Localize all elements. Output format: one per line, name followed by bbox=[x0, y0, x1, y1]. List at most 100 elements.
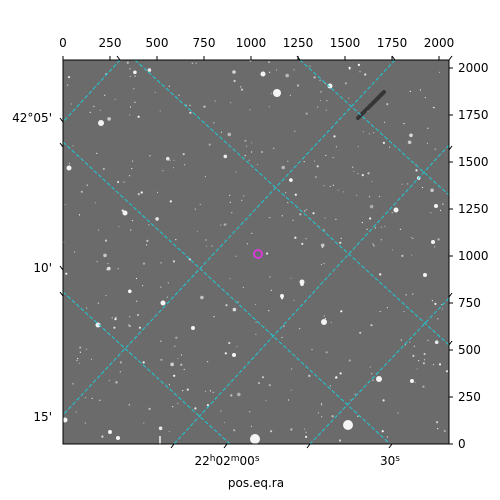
star bbox=[65, 272, 68, 275]
star bbox=[101, 435, 104, 438]
star bbox=[169, 159, 171, 161]
top-tick-label: 2000 bbox=[424, 36, 455, 50]
star bbox=[180, 354, 182, 356]
x-axis-title: pos.eq.ra bbox=[228, 476, 284, 490]
star bbox=[155, 217, 159, 221]
ra-label-main: 22h02m00s bbox=[194, 454, 259, 468]
star bbox=[129, 75, 131, 78]
star bbox=[296, 84, 300, 87]
star bbox=[419, 89, 421, 91]
bright-star bbox=[410, 379, 414, 383]
axis-ticks bbox=[59, 55, 453, 449]
star bbox=[320, 243, 325, 248]
star bbox=[359, 331, 362, 334]
star bbox=[352, 166, 354, 168]
star bbox=[434, 246, 436, 248]
star bbox=[344, 82, 347, 85]
bright-star bbox=[343, 420, 353, 430]
star bbox=[78, 214, 81, 216]
star bbox=[331, 415, 334, 418]
star bbox=[99, 399, 101, 401]
star bbox=[348, 359, 351, 362]
star bbox=[75, 411, 77, 413]
star bbox=[332, 184, 334, 186]
dec-axis: 42°05' 10' 15' bbox=[12, 111, 52, 424]
star bbox=[251, 151, 253, 153]
star bbox=[411, 254, 413, 256]
star bbox=[93, 105, 95, 108]
bright-star bbox=[393, 207, 399, 213]
coordinate-grid bbox=[63, 60, 449, 444]
star bbox=[373, 132, 375, 134]
star bbox=[294, 193, 297, 196]
star bbox=[372, 379, 374, 381]
star bbox=[437, 428, 439, 430]
star bbox=[305, 112, 308, 115]
star bbox=[285, 73, 290, 78]
star bbox=[313, 160, 316, 162]
star bbox=[86, 307, 88, 309]
star bbox=[437, 238, 440, 241]
star bbox=[118, 226, 120, 228]
star bbox=[401, 254, 404, 257]
top-tick-label: 750 bbox=[193, 36, 216, 50]
star bbox=[137, 193, 140, 196]
top-axis: 0 250 500 750 1000 1250 1500 1750 2000 bbox=[59, 36, 454, 50]
star bbox=[335, 218, 337, 220]
top-tick-label: 1000 bbox=[236, 36, 267, 50]
star bbox=[76, 359, 78, 362]
star bbox=[232, 70, 236, 74]
star bbox=[400, 339, 402, 341]
star bbox=[182, 153, 185, 156]
star bbox=[268, 384, 271, 387]
star bbox=[270, 289, 272, 291]
star bbox=[319, 79, 321, 81]
star bbox=[96, 152, 98, 154]
target-marker[interactable] bbox=[253, 249, 263, 259]
star bbox=[230, 394, 233, 397]
star bbox=[369, 204, 374, 209]
star bbox=[287, 202, 289, 204]
star bbox=[245, 145, 248, 147]
star bbox=[172, 362, 174, 364]
star bbox=[273, 147, 275, 149]
image-background bbox=[63, 60, 449, 444]
bright-star bbox=[434, 204, 438, 208]
star bbox=[191, 62, 193, 64]
star bbox=[401, 183, 403, 185]
bright-star bbox=[327, 83, 333, 89]
star bbox=[324, 217, 326, 219]
star bbox=[281, 215, 283, 217]
star-field bbox=[63, 60, 449, 444]
star bbox=[168, 430, 170, 433]
star bbox=[126, 61, 129, 64]
star bbox=[194, 407, 197, 410]
star bbox=[357, 415, 359, 417]
star bbox=[289, 178, 293, 182]
star bbox=[189, 104, 191, 106]
top-tick-label: 1750 bbox=[377, 36, 408, 50]
star bbox=[349, 68, 351, 70]
star bbox=[269, 217, 271, 219]
star bbox=[246, 243, 248, 245]
star bbox=[303, 161, 305, 163]
star bbox=[178, 94, 180, 96]
star bbox=[290, 428, 293, 431]
star bbox=[404, 344, 406, 346]
star bbox=[208, 143, 211, 146]
star bbox=[438, 363, 442, 366]
star bbox=[211, 245, 213, 247]
star bbox=[236, 345, 238, 348]
star bbox=[89, 111, 91, 113]
star bbox=[182, 390, 184, 392]
star bbox=[399, 228, 401, 230]
star bbox=[128, 404, 130, 406]
star bbox=[223, 421, 225, 424]
star bbox=[102, 167, 105, 170]
star bbox=[386, 103, 389, 106]
star bbox=[332, 157, 334, 159]
star bbox=[368, 133, 370, 135]
star bbox=[333, 135, 336, 138]
star bbox=[111, 317, 113, 319]
star bbox=[382, 399, 385, 402]
